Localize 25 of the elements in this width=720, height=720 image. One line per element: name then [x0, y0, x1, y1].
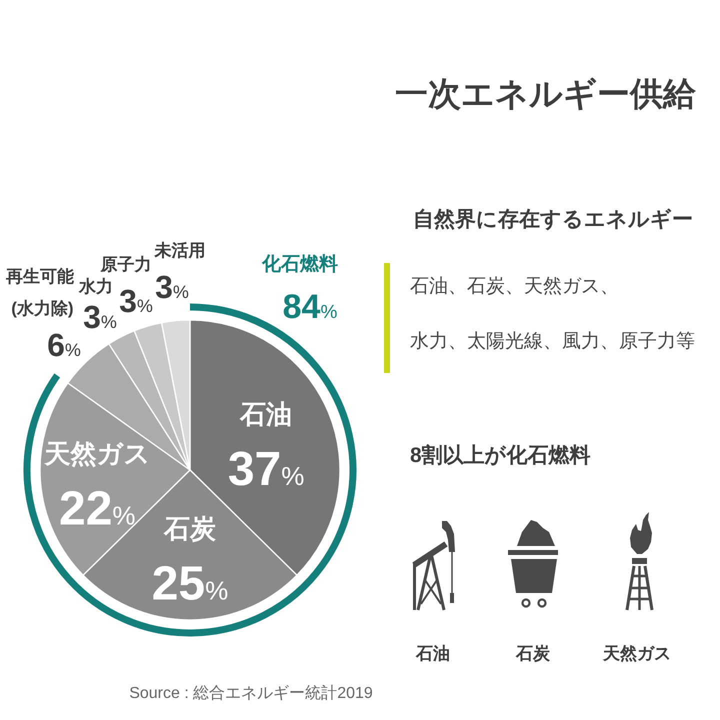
data-label: 22% [59, 482, 136, 536]
text: 石炭 [515, 644, 551, 663]
data-label: 3% [119, 283, 153, 319]
text: 石油、石炭、天然ガス、 [410, 276, 619, 297]
text: 8割以上が化石燃料 [410, 443, 591, 467]
data-label: 6% [47, 327, 81, 363]
data-label: 37% [228, 443, 304, 496]
slice-label: 石炭 [163, 514, 216, 544]
slice-label: 原子力 [100, 255, 152, 274]
source-note: Source : 総合エネルギー統計2019 [129, 684, 373, 702]
text: 石油 [415, 644, 450, 663]
slice-label: 水力 [78, 277, 113, 296]
text: 水力、太陽光線、風力、原子力等 [410, 331, 695, 352]
text: 自然界に存在するエネルギー [413, 208, 693, 231]
text: 化石燃料 [261, 253, 338, 275]
data-label: 3% [155, 269, 189, 305]
data-label: 25% [152, 558, 228, 610]
slice-label: 石油 [239, 399, 292, 430]
text: 天然ガス [602, 644, 671, 663]
text: 84% [282, 288, 338, 326]
slice-label: 未活用 [154, 241, 206, 260]
text: 一次エネルギー供給 [395, 75, 697, 112]
slice-label: 天然ガス [43, 438, 150, 468]
data-label: 3% [83, 299, 117, 335]
slice-label: 再生可能 (水力除) [5, 267, 74, 318]
